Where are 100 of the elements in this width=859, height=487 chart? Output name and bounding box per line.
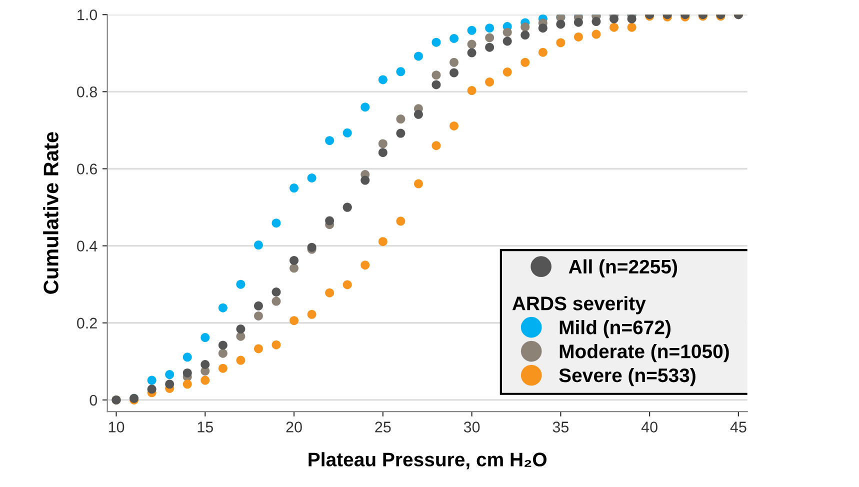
point <box>450 121 459 130</box>
point <box>538 24 548 33</box>
point <box>325 136 334 146</box>
point <box>254 240 263 250</box>
x-tick-label: 25 <box>375 422 391 432</box>
y-axis-title: Cumulative Rate <box>43 132 58 294</box>
point <box>520 58 530 67</box>
point <box>432 141 441 150</box>
point <box>610 22 619 32</box>
y-tick-label: 0.4 <box>77 240 98 252</box>
point <box>450 58 459 67</box>
point <box>290 184 299 193</box>
point <box>502 36 512 46</box>
point <box>502 68 512 77</box>
point <box>610 14 619 24</box>
point <box>182 368 192 378</box>
point <box>396 216 406 226</box>
point <box>485 78 494 87</box>
point <box>218 348 228 358</box>
point <box>325 288 334 298</box>
y-tick-label: 0 <box>90 394 98 406</box>
point <box>502 28 512 37</box>
point <box>218 340 228 350</box>
point <box>592 17 601 26</box>
point <box>236 324 246 334</box>
point <box>325 216 334 226</box>
y-tick-label: 0.8 <box>77 86 97 98</box>
x-tick-label: 40 <box>641 422 658 432</box>
point <box>396 128 406 138</box>
point <box>165 380 174 389</box>
point <box>272 340 281 350</box>
point <box>556 38 566 48</box>
point <box>432 70 441 80</box>
point <box>165 370 174 380</box>
point <box>360 176 370 185</box>
point <box>290 256 299 265</box>
point <box>272 218 281 228</box>
point <box>627 22 636 32</box>
point <box>218 303 228 312</box>
y-tick-label: 0.2 <box>77 318 97 329</box>
point <box>236 280 246 289</box>
point <box>360 102 370 112</box>
point <box>147 376 156 385</box>
point <box>360 260 370 270</box>
point <box>485 33 494 42</box>
point <box>467 86 476 96</box>
point <box>520 30 530 40</box>
y-tick-label: 0.6 <box>77 164 97 174</box>
point <box>467 48 476 58</box>
legend-label: Mild (n=672) <box>560 320 671 338</box>
x-tick-label: 35 <box>552 422 569 432</box>
point <box>236 356 246 365</box>
point <box>556 20 566 29</box>
point <box>432 38 441 47</box>
point <box>272 296 281 306</box>
point <box>254 301 263 310</box>
point <box>414 52 423 61</box>
point <box>200 376 210 385</box>
x-axis-title: Plateau Pressure, cm H₂O <box>308 452 546 470</box>
point <box>396 67 406 76</box>
point <box>307 173 316 182</box>
point <box>307 310 316 319</box>
point <box>627 14 636 24</box>
point <box>574 18 583 27</box>
x-tick-label: 45 <box>730 422 746 432</box>
x-tick-label: 15 <box>198 422 214 432</box>
legend-label: Severe (n=533) <box>559 368 696 386</box>
point <box>432 80 441 90</box>
point <box>467 26 476 35</box>
point <box>450 34 459 43</box>
point <box>200 360 210 370</box>
point <box>467 40 476 49</box>
point <box>290 264 299 273</box>
x-tick-label: 10 <box>108 422 124 432</box>
point <box>378 237 388 246</box>
point <box>218 364 228 373</box>
point <box>147 384 156 394</box>
point <box>342 128 352 138</box>
point <box>342 280 352 290</box>
point <box>592 30 601 39</box>
point <box>396 114 406 124</box>
legend-label: Moderate (n=1050) <box>560 344 729 362</box>
point <box>574 32 583 42</box>
point <box>182 380 192 389</box>
point <box>200 333 210 342</box>
point <box>378 148 388 158</box>
y-tick-label: 1.0 <box>78 9 98 20</box>
point <box>538 48 548 57</box>
legend-title: ARDS severity <box>512 296 646 314</box>
point <box>450 68 459 78</box>
point <box>414 110 423 119</box>
x-tick-label: 20 <box>286 422 302 432</box>
point <box>485 24 494 33</box>
point <box>414 179 423 188</box>
legend-label: All (n=2255) <box>568 259 678 278</box>
point <box>182 352 192 362</box>
point <box>272 288 281 297</box>
point <box>520 22 530 32</box>
point <box>485 42 494 52</box>
x-tick-label: 30 <box>464 422 480 432</box>
